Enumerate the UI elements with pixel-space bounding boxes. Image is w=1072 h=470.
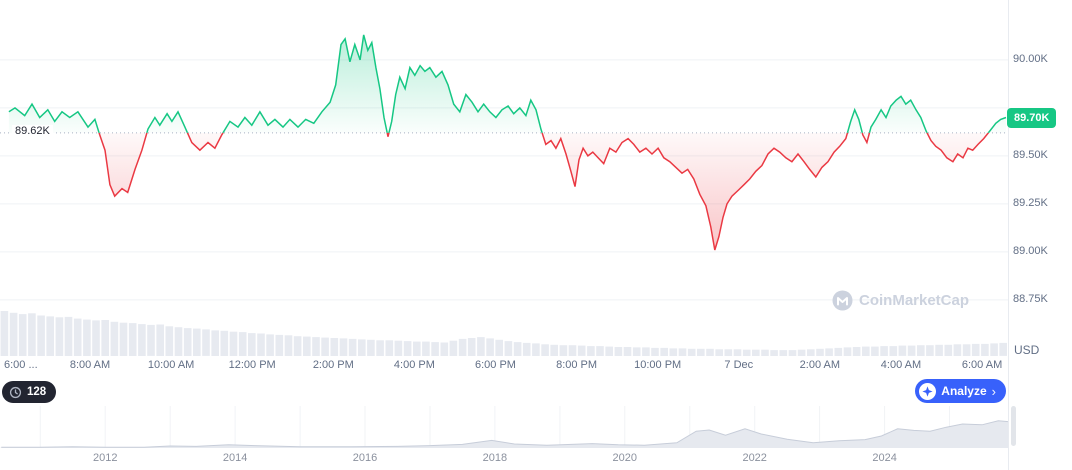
x-axis-label: 12:00 PM [228,359,276,371]
countdown-pill[interactable]: 128 [2,381,57,403]
x-axis-label: 8:00 AM [69,359,111,371]
x-axis-label: 6:00 PM [475,359,516,371]
y-axis-label: 89.50K [1013,148,1048,161]
current-price-badge: 89.70K [1007,107,1057,128]
y-axis-label: 89.00K [1013,244,1048,257]
nav-year-label: 2012 [92,452,118,464]
nav-year-label: 2018 [482,452,508,464]
nav-year-label: 2016 [352,452,378,464]
nav-year-label: 2022 [742,452,767,464]
history-navigator[interactable] [0,404,1008,448]
nav-year-label: 2024 [872,452,897,464]
x-axis-label: 8:00 PM [556,359,598,371]
volume-bars [0,311,1007,356]
x-axis-label: 6:00 ... [4,359,38,371]
time-axis[interactable]: 6:00 ... 8:00 AM 10:00 AM 12:00 PM 2:00 PM 4:… [0,359,1008,375]
countdown-value: 128 [27,386,47,398]
history-clock-icon [9,386,22,398]
area-below-baseline [8,132,1006,250]
x-axis-label: 4:00 PM [393,359,435,371]
navigator-scrollbar[interactable] [1011,406,1016,446]
price-line-above [8,34,1007,133]
x-axis-label: 2:00 PM [312,359,354,371]
nav-area [0,420,1008,448]
y-axis-label: 89.25K [1013,196,1048,209]
nav-year-label: 2020 [612,452,638,464]
analyze-label: Analyze [941,384,987,398]
currency-label[interactable]: USD [1014,343,1040,357]
x-axis-label: 6:00 AM [961,359,1003,371]
area-above-baseline [8,34,1006,133]
chevron-right-icon: › [991,383,996,399]
price-line-below [98,132,990,251]
y-axis-label: 90.00K [1013,52,1048,65]
price-axis[interactable]: 90.00K 89.50K 89.25K 89.00K 88.75K [1013,0,1071,356]
price-chart[interactable] [0,0,1008,356]
x-axis-label: 7 Dec [724,359,754,371]
analyze-button[interactable]: Analyze › [915,379,1006,403]
x-axis-label: 10:00 PM [634,359,682,371]
watermark: CoinMarketCap [832,290,969,311]
axis-divider [1008,0,1009,470]
x-axis-label: 10:00 AM [147,359,195,371]
coinmarketcap-logo-icon [832,290,853,311]
nav-line [1,420,1008,448]
navigator-years: 2012 2014 2016 2018 2020 2022 2024 [0,452,1008,466]
nav-year-label: 2014 [222,452,248,464]
analyze-ai-icon [919,382,937,400]
x-axis-label: 2:00 AM [799,359,841,371]
y-axis-label: 88.75K [1013,292,1048,305]
watermark-text: CoinMarketCap [859,292,970,309]
baseline-price-label: 89.62K [12,124,53,137]
x-axis-label: 4:00 AM [880,359,922,371]
